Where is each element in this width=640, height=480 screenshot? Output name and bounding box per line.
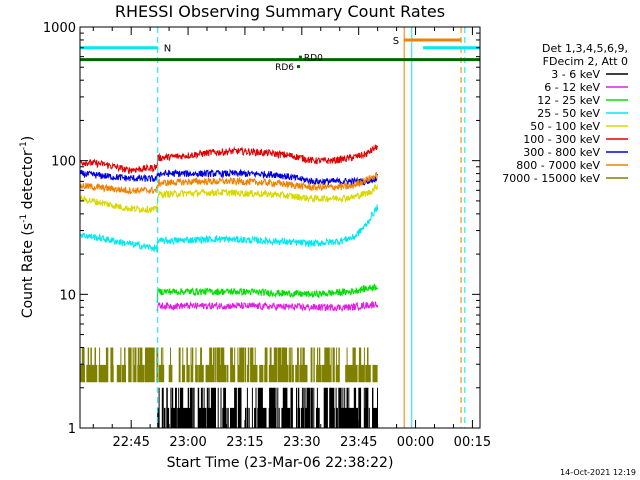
marker-label: RD0 [304,54,323,64]
legend-header: FDecim 2, Att 0 [543,55,628,68]
marker-point [297,65,301,69]
x-axis-label: Start Time (23-Mar-06 22:38:22) [167,455,394,471]
series-line-7 [79,172,378,195]
y-axis-label-sup2: -1 [19,141,29,150]
axes-layer: 1 10 100 1000 22:45 23:00 23:15 23:30 23:45 00:00… [43,21,491,450]
legend-entry: 12 - 25 keV [537,94,600,107]
legend-entry: 100 - 300 keV [523,133,600,146]
legend-entry: 300 - 800 keV [523,146,600,159]
y-axis-label-sup: -1 [19,214,29,223]
legend-entry: 3 - 6 keV [551,68,600,81]
x-tick-label: 23:00 [169,435,206,450]
marker-label: RD6 [275,63,294,73]
footer-date: 14-Oct-2021 12:19 [560,468,636,477]
series-line-5 [79,144,379,175]
x-tick-label: 23:15 [226,435,263,450]
legend-entry: 25 - 50 keV [537,107,600,120]
y-tick-label: 1000 [43,21,76,36]
plot-frame [79,26,481,429]
series-line-6 [79,168,379,187]
y-axis-label-close: ) [20,136,36,141]
legend-entry: 50 - 100 keV [530,120,600,133]
legend-header: Det 1,3,4,5,6,9, [542,42,628,55]
status-flag-label: S [393,36,399,47]
series-line-3 [79,204,379,253]
y-axis-label-tail: detector [20,150,36,214]
y-axis-label-main: Count Rate (s [20,223,36,318]
legend-entry: 6 - 12 keV [544,81,600,94]
series-line-4 [79,184,379,214]
x-tick-label: 22:45 [112,435,149,450]
series-line-1 [156,300,379,313]
y-tick-label: 10 [59,288,76,303]
series-layer [79,144,379,428]
legend-entry: 7000 - 15000 keV [502,172,600,185]
legend: Det 1,3,4,5,6,9,FDecim 2, Att 03 - 6 keV… [502,42,628,185]
marker-point [298,55,302,59]
legend-entry: 800 - 7000 keV [516,159,600,172]
series-band-0 [157,387,378,428]
series-line-2 [156,283,379,303]
chart-title: RHESSI Observing Summary Count Rates [115,2,445,21]
series-band-8 [80,347,378,383]
x-tick-label: 23:30 [283,435,320,450]
x-tick-label: 00:00 [397,435,434,450]
x-tick-label: 23:45 [340,435,377,450]
y-tick-label: 100 [51,155,76,170]
y-tick-label: 1 [68,422,76,437]
x-tick-label: 00:15 [454,435,491,450]
y-axis-label: Count Rate (s-1 detector-1) [19,136,36,318]
status-flag-label: N [164,44,171,55]
